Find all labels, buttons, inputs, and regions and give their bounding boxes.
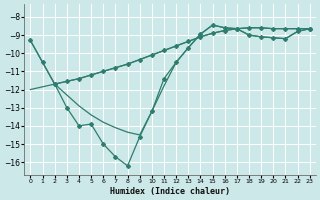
X-axis label: Humidex (Indice chaleur): Humidex (Indice chaleur) bbox=[110, 187, 230, 196]
